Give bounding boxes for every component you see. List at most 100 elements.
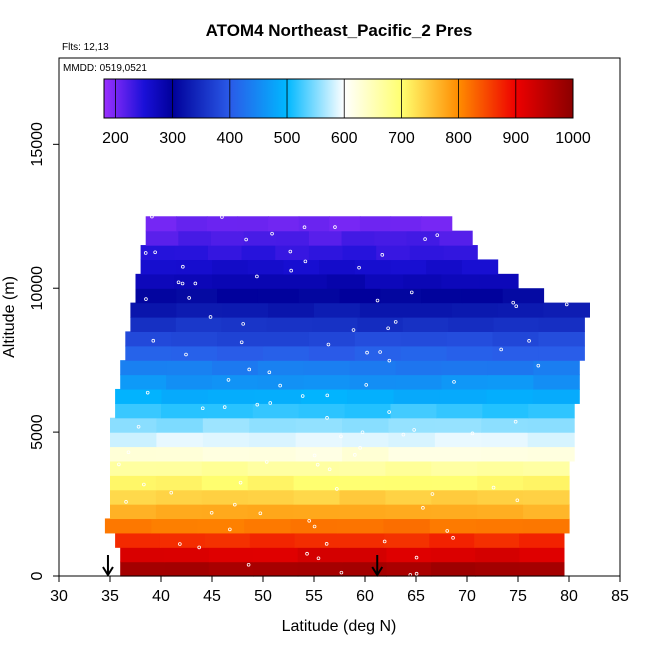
data-band-cell [300,388,348,404]
data-band-cell [477,460,524,476]
sample-point [358,446,362,450]
data-band-cell [474,532,520,548]
sample-point [511,300,516,305]
data-band-cell [431,489,478,505]
data-band-cell [283,259,320,275]
data-band-cell [166,374,213,390]
data-band-cell [376,245,411,261]
sample-point [302,225,307,230]
data-band-cell [155,489,203,505]
data-band-cell [492,331,539,347]
data-band-cell [461,288,504,304]
sample-point [445,529,450,533]
data-band-cell [115,403,162,419]
data-band-cell [342,432,390,448]
data-band-cell [171,345,218,361]
data-band-cell [519,532,565,548]
x-tick-label: 35 [101,588,119,605]
data-band-cell [354,259,392,275]
sample-point [208,315,213,319]
sample-point [288,249,293,254]
data-band-cell [295,432,343,448]
data-band-cell [354,331,402,347]
sample-point [136,425,141,429]
data-band-cell [359,216,392,232]
data-band-cell [342,547,388,563]
sample-point [124,500,128,504]
data-band-cell [388,417,436,433]
sample-point [393,320,398,324]
data-band-cell [532,388,580,404]
data-band-cell [431,504,478,520]
sample-point [150,214,154,219]
data-band-cell [174,245,209,261]
y-tick-label: 0 [29,571,46,580]
sample-point [515,498,520,503]
sample-point [307,518,311,523]
data-band-cell [275,245,310,261]
data-band-cell [434,432,482,448]
data-band-cell [217,288,259,304]
sample-point [239,340,244,345]
data-band-cell [538,331,585,347]
data-band-cell [477,489,524,505]
data-band-cell [110,489,157,505]
data-band-cell [326,273,366,289]
data-band-cell [155,475,203,491]
data-band-cell [336,518,384,534]
colorbar-swatch [103,78,574,119]
data-band-cell [293,504,341,520]
colorbar-tick-label: 500 [274,130,301,147]
data-band-cell [250,273,290,289]
data-band-cell [339,504,386,520]
data-band-cell [443,245,478,261]
data-band-cell [268,302,315,318]
sample-point [176,280,181,285]
data-band-cell [385,504,432,520]
sample-point [193,281,198,286]
data-band-cell [308,245,344,261]
data-band-cell [388,446,436,462]
data-band-cell [482,403,529,419]
data-band-cell [390,403,437,419]
data-band-cell [308,345,356,361]
data-band-cell [244,518,292,534]
data-band-cell [266,317,313,332]
data-band-cell [475,547,521,563]
sample-point [264,460,269,464]
sample-point [435,233,440,237]
data-band-cell [538,317,585,332]
data-band-cell [201,489,249,505]
sample-point [187,296,191,300]
data-band-cell [295,417,343,433]
data-band-cell [110,446,158,462]
data-band-cell [293,460,341,476]
sample-point [325,393,330,398]
data-band-cell [477,504,524,520]
colorbar-tick-label: 600 [331,130,358,147]
data-band-cell [293,475,341,491]
data-band-cell [212,273,251,289]
data-band-cell [344,403,392,419]
sample-point [178,542,182,546]
data-band-cell [502,288,545,304]
plot-frame [58,57,621,577]
data-band-cell [212,259,249,275]
data-band-cell [303,374,351,390]
data-band-cell [247,504,295,520]
data-band-cell [487,360,534,376]
colorbar-tick-label: 1000 [555,130,591,147]
data-band-cell [342,417,390,433]
data-band-cell [268,216,300,232]
data-band-cell [253,547,299,563]
x-tick-label: 40 [152,588,170,605]
data-band-cell [339,489,386,505]
data-band-cell [393,388,441,404]
marker-arrow-head [102,566,114,577]
data-band-cell [429,518,477,534]
data-band-cell [237,216,269,232]
data-band-cell [176,216,208,232]
data-band-cell [247,475,295,491]
x-tick-label: 55 [305,588,323,605]
data-band-cell [339,532,385,548]
